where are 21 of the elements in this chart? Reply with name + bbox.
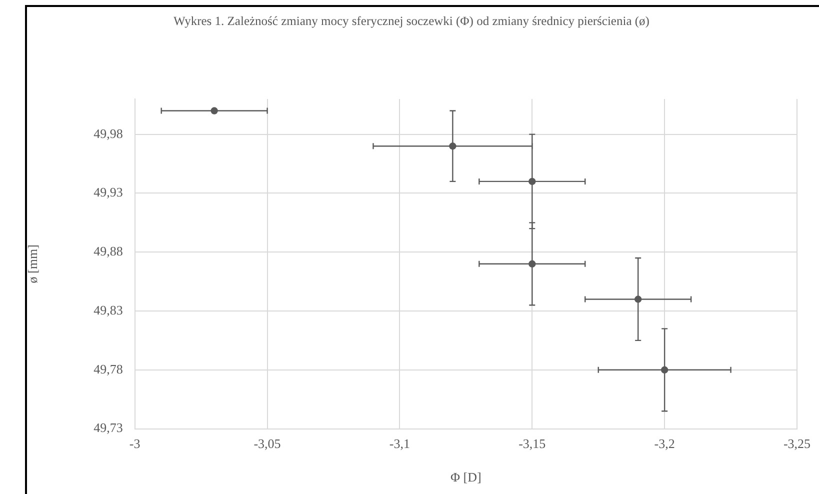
x-tick-label: -3,2: [654, 436, 675, 452]
y-tick-label: 49,73: [94, 420, 123, 436]
x-tick-label: -3,15: [518, 436, 546, 452]
y-tick-label: 49,93: [94, 184, 123, 200]
y-tick-label: 49,98: [94, 126, 123, 141]
x-axis-title: Φ [D]: [450, 470, 482, 485]
point: [634, 296, 642, 303]
point: [528, 260, 536, 268]
y-axis-title: ø [mm]: [25, 244, 40, 284]
x-tick-label: -3,25: [783, 436, 811, 452]
chart-title: Wykres 1. Zależność zmiany mocy sferycznej soczewki (Φ) od zmiany średnicy pierścienia (ø): [174, 14, 650, 28]
point: [449, 142, 456, 150]
y-tick-label: 49,78: [94, 361, 123, 376]
x-tick-label: -3,1: [389, 436, 410, 452]
x-tick-label: -3: [129, 436, 140, 452]
point: [660, 366, 668, 374]
x-tick-label: -3,05: [254, 436, 281, 452]
point: [210, 107, 218, 114]
point: [528, 178, 536, 186]
y-tick-label: 49,83: [94, 302, 123, 318]
y-tick-label: 49,88: [94, 244, 123, 259]
